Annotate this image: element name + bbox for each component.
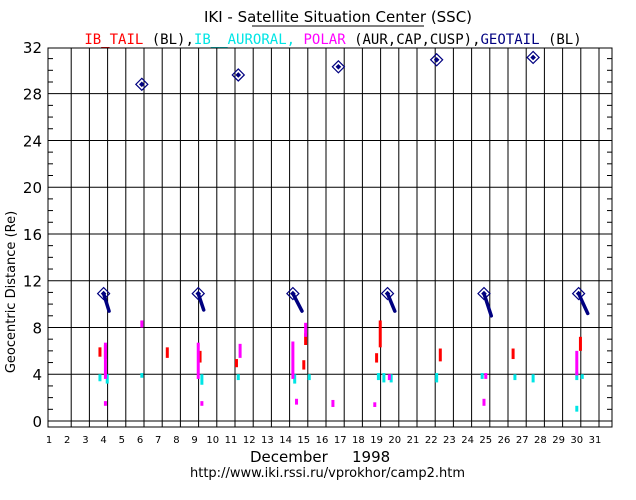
y-tick-label: 8 [32,319,42,337]
x-axis-ticks: 1 2 3 4 5 6 7 8 9 10 11 12 13 14 15 16 17 18 19 20 21 22 23 24 2… [46,435,602,446]
series-geotail-marker [526,50,540,65]
month-label: December [250,448,329,466]
series-geotail-marker [429,52,444,67]
y-tick-label: 20 [23,179,42,197]
series-geotail-trace [291,291,304,313]
x-tick-label: 21 [407,435,420,446]
x-tick-label: 1 [46,435,52,446]
series-geotail-marker-core [575,290,582,297]
x-tick-label: 11 [225,435,238,446]
y-tick-label: 12 [23,273,42,291]
y-axis-ticks: 0 4 8 12 16 20 24 28 32 [23,39,42,431]
x-tick-label: 19 [370,435,383,446]
x-tick-label: 2 [64,435,70,446]
series-geotail-trace [101,291,111,313]
y-tick-label: 4 [32,366,42,384]
x-tick-label: 7 [155,435,161,446]
series-geotail-marker [96,286,111,301]
x-tick-label: 24 [461,435,474,446]
series-geotail-marker-core [290,290,296,297]
x-tick-label: 16 [316,435,329,446]
series-geotail-marker [286,286,300,301]
x-tick-label: 18 [352,435,365,446]
series-geotail-marker [191,286,206,301]
y-tick-label: 28 [23,86,42,104]
series-geotail-marker [571,286,586,301]
series-geotail-marker [134,77,149,92]
x-tick-label: 6 [137,435,143,446]
subtitle-part: (BL), [143,32,194,48]
x-tick-label: 28 [534,435,547,446]
data-series [96,50,590,412]
x-tick-label: 5 [119,435,125,446]
subtitle-part: (BL) [540,32,582,48]
x-tick-label: 14 [279,435,292,446]
y-tick-label: 32 [23,39,42,57]
series-geotail-trace [576,291,590,316]
series-geotail-trace [482,291,494,318]
y-tick-label: 24 [23,132,42,150]
series-geotail-marker-core [138,81,145,88]
x-tick-label: 9 [191,435,197,446]
y-tick-label: 0 [32,413,42,431]
plot-area [47,47,613,428]
chart-title: IKI - Satellite Situation Center (SSC) [204,8,472,26]
subtitle-part: IB_TAIL [84,32,143,48]
y-axis-label: Geocentric Distance (Re) [4,211,19,373]
x-tick-label: 22 [425,435,438,446]
series-geotail-marker-core [235,72,242,78]
source-url: http://www.iki.rssi.ru/vprokhor/camp2.ht… [190,466,465,481]
series-geotail-marker-core [335,63,342,70]
x-tick-label: 23 [443,435,456,446]
x-tick-label: 17 [334,435,347,446]
subtitle-part: (AUR,CAP,CUSP), [346,32,481,48]
series-geotail-marker-core [100,290,107,297]
series-geotail-marker [231,68,246,82]
series-geotail-marker-core [384,290,391,297]
series-geotail-marker-core [195,290,202,297]
x-tick-label: 29 [552,435,565,446]
x-tick-label: 30 [570,435,583,446]
year-label: 1998 [352,448,390,466]
chart-subtitle: IB_TAIL (BL),IB__AURORAL, POLAR (AUR,CAP… [84,32,581,48]
x-tick-label: 10 [206,435,219,446]
x-tick-label: 15 [297,435,310,446]
x-tick-label: 13 [261,435,274,446]
x-tick-label: 4 [100,435,106,446]
x-tick-label: 31 [589,435,602,446]
series-geotail-marker [477,286,491,301]
subtitle-part: GEOTAIL [481,32,540,48]
series-geotail-trace [196,291,206,312]
series-geotail-trace [385,291,397,313]
x-tick-label: 8 [173,435,179,446]
subtitle-part: POLAR [295,32,346,48]
x-tick-label: 3 [82,435,88,446]
series-geotail-marker-core [481,290,487,297]
series-geotail-marker [380,286,395,301]
x-tick-label: 26 [498,435,511,446]
subtitle-part: IB__AURORAL, [194,32,295,48]
series-geotail-marker [331,59,346,74]
x-tick-label: 20 [388,435,401,446]
x-tick-label: 27 [516,435,529,446]
x-tick-label: 12 [243,435,256,446]
x-tick-label: 25 [479,435,492,446]
grid-lines [48,48,612,427]
y-tick-label: 16 [23,226,42,244]
